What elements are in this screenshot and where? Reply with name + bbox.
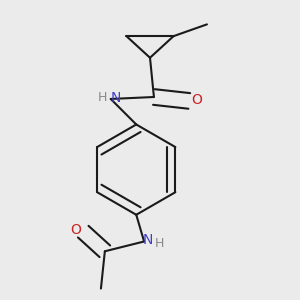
Text: N: N (143, 233, 153, 247)
Text: N: N (110, 91, 121, 105)
Text: O: O (191, 93, 202, 107)
Text: H: H (98, 91, 108, 104)
Text: O: O (70, 224, 81, 238)
Text: H: H (154, 237, 164, 250)
